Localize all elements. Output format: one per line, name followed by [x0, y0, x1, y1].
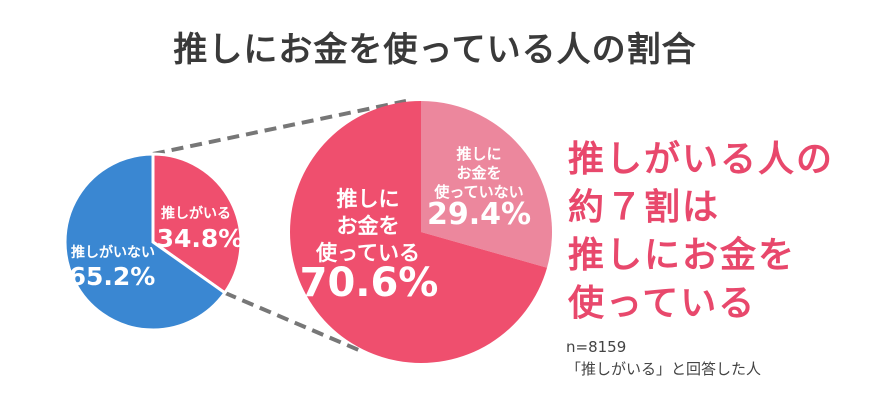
headline-line: 推しにお金を — [568, 235, 797, 276]
slice-label: お金を — [456, 164, 501, 182]
slice-label: 使っている — [315, 241, 420, 265]
pie-slice-no-oshi — [63, 152, 227, 332]
connector-line-top — [152, 99, 407, 156]
slice-label: 推しがいない — [71, 244, 155, 261]
sample-note: n=8159 「推しがいる」と回答した人 — [566, 336, 761, 380]
slice-label: 推しに — [337, 187, 400, 211]
pie-slice-not-spending — [421, 101, 552, 268]
headline-line: 推しがいる人の — [568, 139, 835, 180]
slice-value: 34.8% — [157, 224, 244, 253]
slice-value: 70.6% — [300, 260, 439, 306]
sample-size: n=8159 — [566, 338, 627, 356]
slice-value: 65.2% — [69, 262, 156, 291]
pie-slice-spending — [290, 100, 548, 363]
connector-line-bottom — [224, 290, 362, 353]
headline-line: 約７割は — [568, 187, 721, 228]
slice-label: 推しがいる — [161, 205, 231, 222]
chart-title: 推しにお金を使っている人の割合 — [173, 30, 697, 70]
headline: 推しがいる人の 約７割は 推しにお金を 使っている — [568, 136, 834, 328]
sample-description: 「推しがいる」と回答した人 — [566, 360, 762, 378]
headline-line: 使っている — [568, 283, 757, 324]
slice-label: 使っていない — [433, 183, 523, 201]
pie-slice-has-oshi — [151, 152, 243, 295]
slice-value: 29.4% — [427, 197, 531, 232]
slice-label: お金を — [337, 214, 400, 238]
slice-label: 推しに — [456, 145, 501, 163]
